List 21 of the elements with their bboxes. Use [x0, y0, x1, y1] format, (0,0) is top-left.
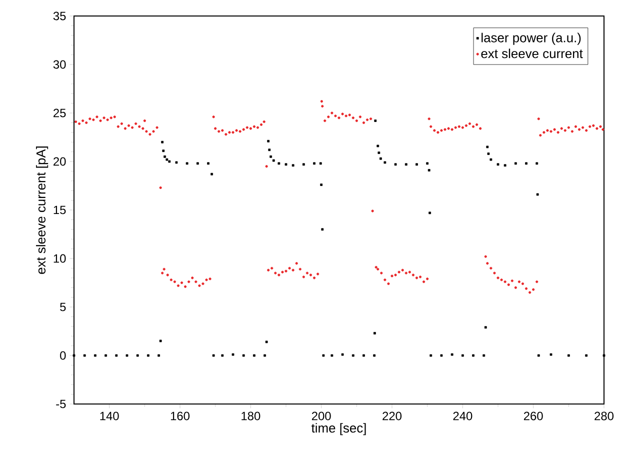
x-tick-label: 220 — [382, 412, 402, 420]
x-tick-label: 180 — [242, 412, 260, 420]
x-tick-label: 200 — [312, 412, 331, 420]
x-tick-label: 140 — [100, 412, 119, 420]
y-axis-title: ext sleeve current [pA] — [36, 146, 48, 274]
legend-label: laser power (a.u.) — [482, 32, 581, 45]
legend-label: ext sleeve current — [481, 48, 583, 58]
x-tick-label: 260 — [524, 412, 543, 420]
y-tick-label: 20 — [54, 157, 66, 166]
x-axis-title: time [sec] — [311, 423, 366, 436]
y-tick-label: 15 — [54, 206, 66, 214]
y-tick-label: 10 — [54, 254, 66, 263]
y-tick-label: 5 — [60, 302, 66, 312]
x-tick-label: 160 — [170, 412, 190, 420]
y-tick-label: -5 — [56, 400, 66, 408]
x-tick-label: 280 — [594, 412, 614, 420]
y-tick-label: 0 — [60, 351, 66, 360]
y-tick-label: 30 — [53, 60, 66, 69]
x-tick-label: 240 — [453, 412, 472, 420]
y-tick-label: 35 — [53, 12, 66, 20]
y-tick-label: 25 — [54, 108, 66, 118]
